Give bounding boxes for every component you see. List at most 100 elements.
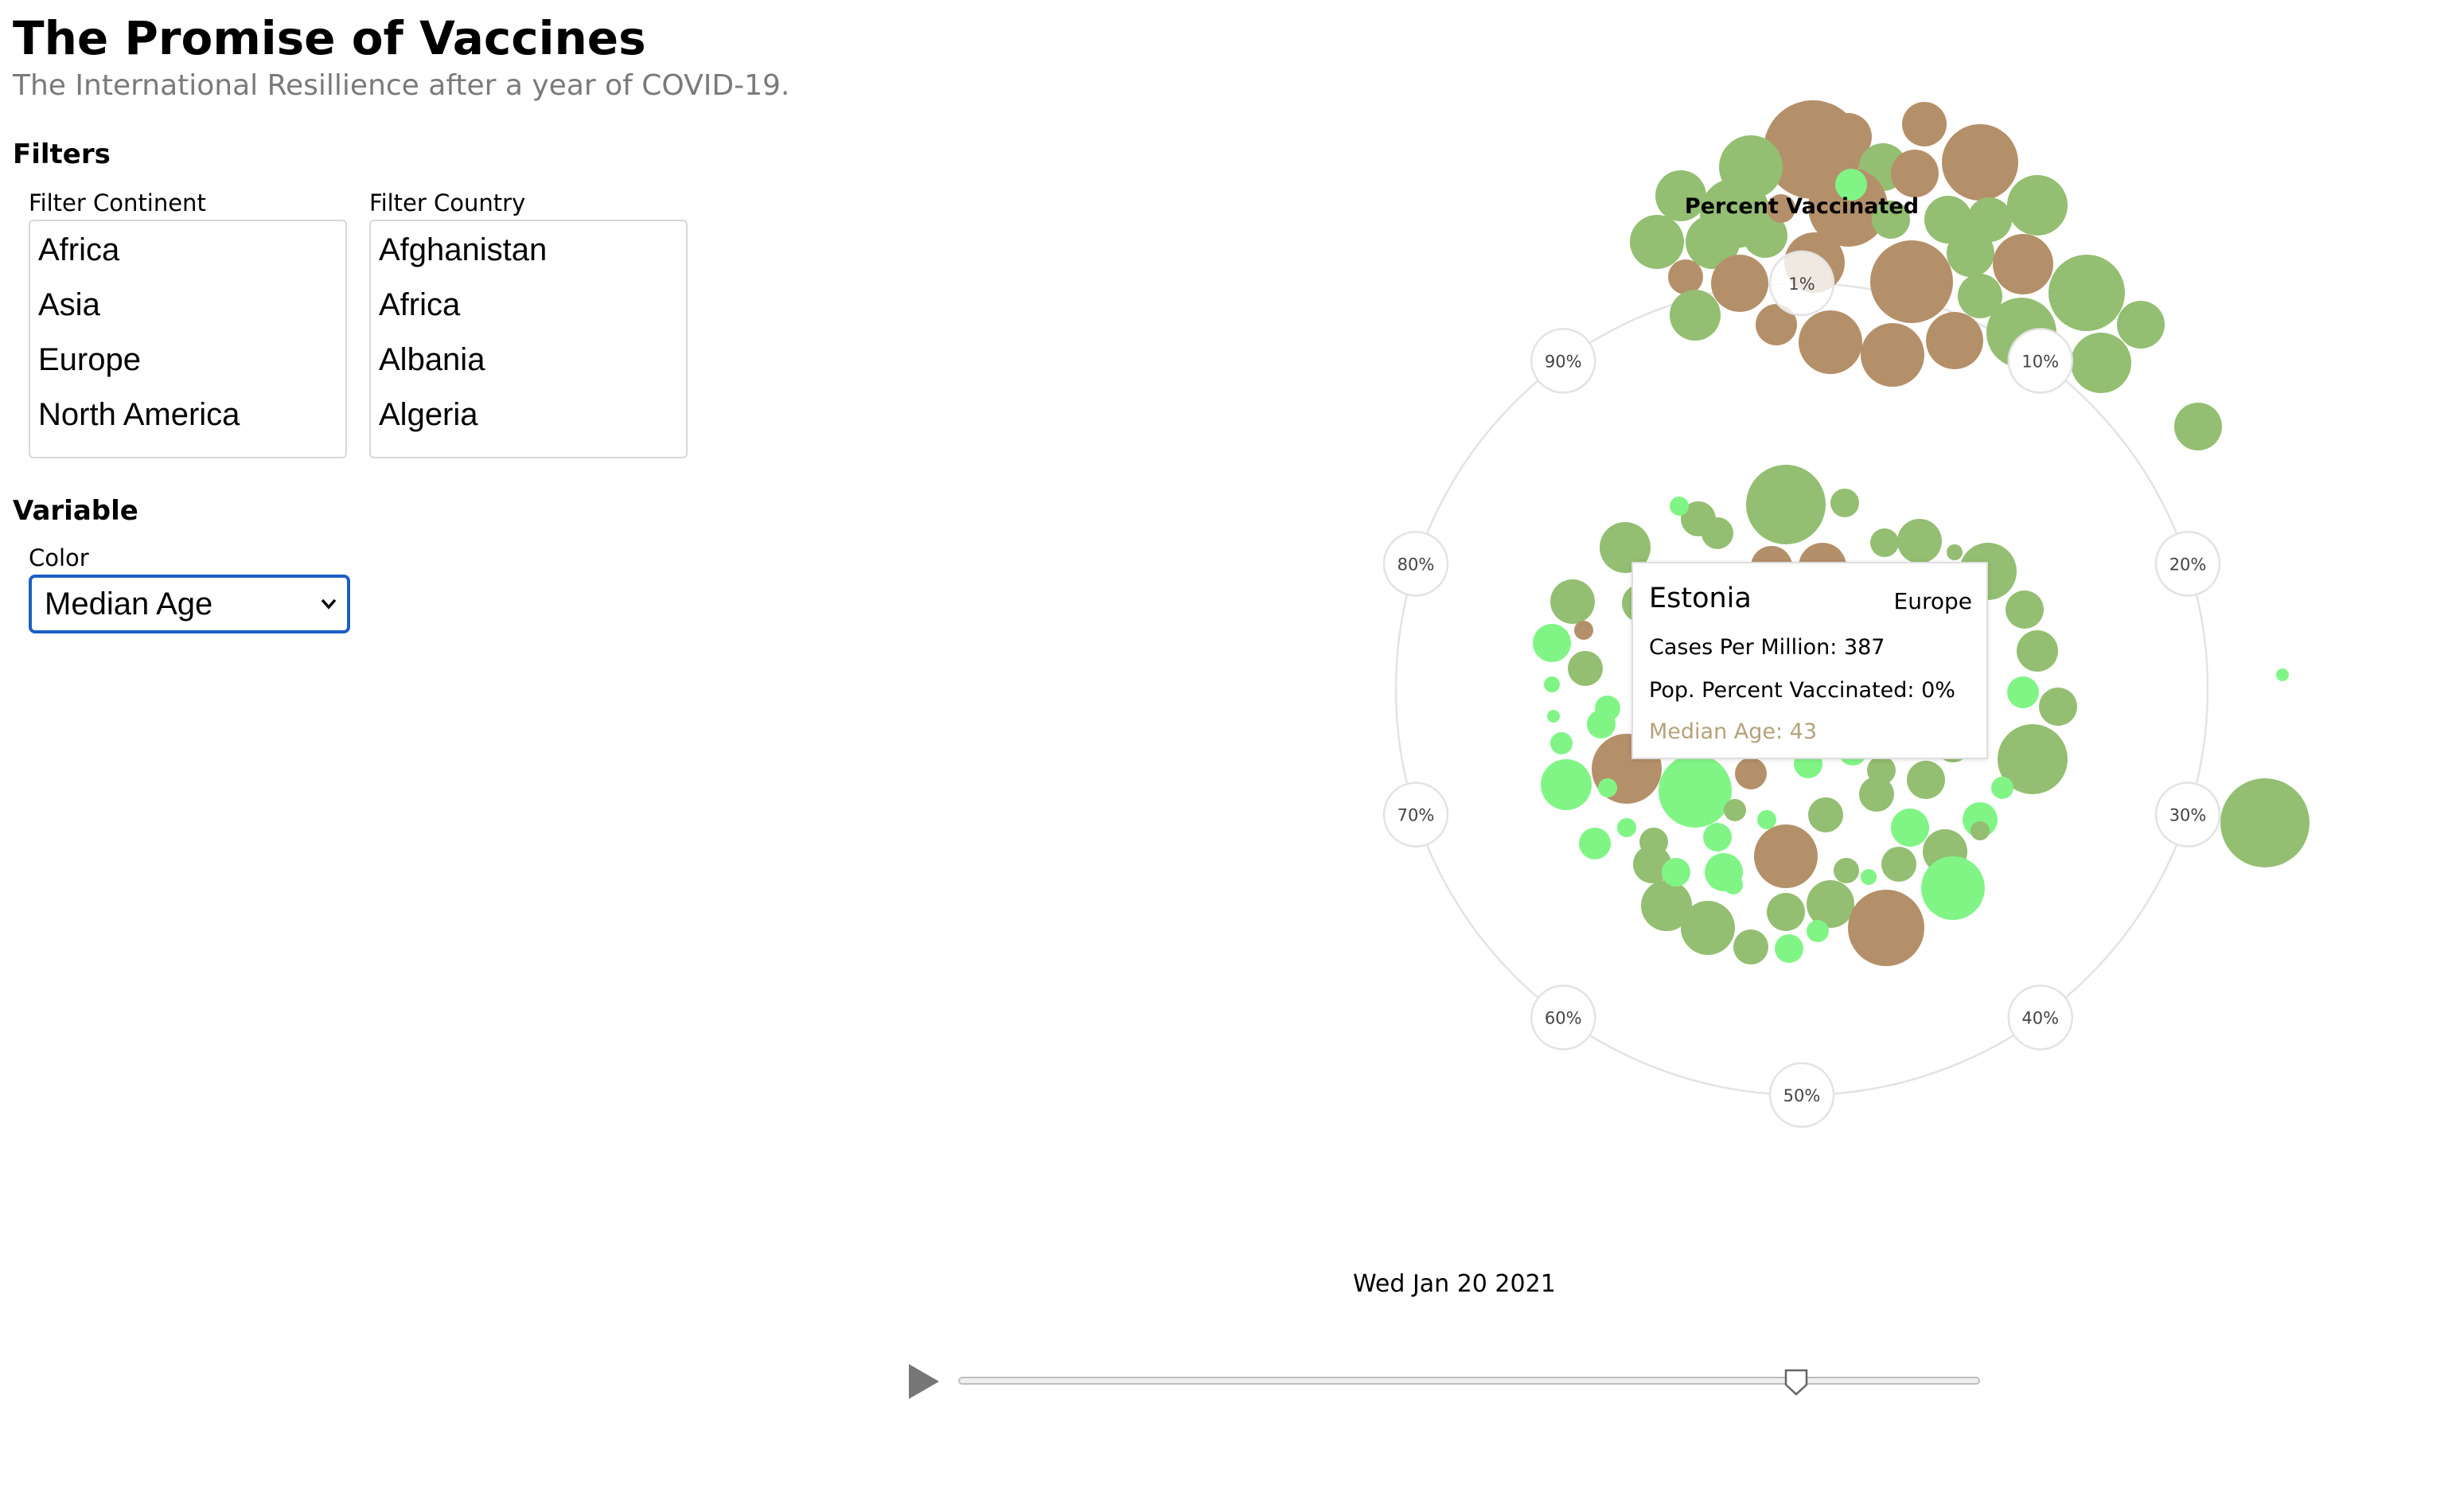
filter-country-listbox[interactable]: Afghanistan Africa Albania Algeria Andor…	[369, 220, 688, 458]
country-bubble	[1733, 929, 1768, 964]
country-option[interactable]: Africa	[379, 287, 461, 322]
axis-tick-label: 80%	[1397, 555, 1435, 574]
axis-tick-label: 50%	[1783, 1086, 1821, 1105]
country-option[interactable]: Afghanistan	[379, 232, 548, 267]
country-bubble	[1703, 823, 1732, 851]
country-bubble	[1668, 259, 1703, 294]
country-bubble	[2039, 688, 2077, 726]
country-bubble	[1743, 213, 1787, 258]
country-bubble	[1834, 858, 1859, 883]
continent-option[interactable]: Africa	[38, 232, 120, 267]
country-bubble	[1533, 624, 1571, 662]
country-bubble	[1756, 304, 1797, 345]
country-bubble	[1702, 517, 1733, 549]
chevron-down-icon	[320, 578, 337, 649]
country-bubble	[2007, 175, 2068, 236]
country-bubble	[1600, 522, 1651, 573]
continent-option[interactable]: North America	[38, 397, 240, 432]
axis-tick-label: 70%	[1397, 806, 1435, 825]
country-bubble	[1579, 828, 1611, 859]
country-bubble	[1633, 845, 1671, 883]
country-bubble	[1848, 890, 1924, 966]
tooltip-continent: Europe	[1893, 588, 1972, 614]
country-bubble	[1670, 290, 1721, 341]
axis-tick-badge	[1530, 328, 1596, 394]
axis-tick-badge	[1382, 531, 1449, 597]
country-bubble	[1544, 676, 1560, 692]
axis-tick-label: 30%	[2169, 806, 2207, 825]
country-bubble	[1991, 777, 2013, 799]
country-bubble	[1587, 710, 1616, 738]
country-bubble	[1541, 759, 1592, 810]
country-bubble	[1659, 754, 1732, 828]
color-select[interactable]: Median Age	[29, 575, 350, 633]
country-bubble	[2017, 630, 2058, 672]
continent-option[interactable]: Asia	[38, 287, 100, 322]
axis-tick-badge	[2007, 984, 2074, 1050]
country-bubble	[1861, 869, 1877, 885]
axis-tick-badge	[2154, 781, 2221, 848]
country-bubble	[1902, 102, 1947, 146]
country-bubble	[1926, 312, 1983, 369]
country-bubble	[2117, 301, 2165, 349]
country-bubble	[1897, 519, 1942, 563]
country-bubble	[2174, 403, 2222, 450]
axis-tick-badge	[2007, 328, 2074, 394]
filters-heading: Filters	[13, 138, 111, 170]
continent-option[interactable]: Europe	[38, 342, 141, 377]
country-bubble	[1681, 901, 1735, 955]
country-bubble	[1547, 710, 1560, 723]
country-bubble	[2048, 255, 2125, 331]
country-option[interactable]: Albania	[379, 342, 485, 377]
country-bubble	[1799, 310, 1862, 374]
country-bubble	[1907, 761, 1945, 799]
country-bubble	[1568, 651, 1603, 686]
country-bubble	[1942, 124, 2018, 201]
country-bubble	[1724, 799, 1746, 821]
country-bubble	[1767, 893, 1805, 931]
color-label: Color	[29, 544, 89, 571]
country-bubble	[1872, 201, 1910, 239]
chart-title: Percent Vaccinated	[1685, 194, 1919, 219]
tooltip-cases-per-million: Cases Per Million: 387	[1649, 635, 1885, 660]
country-tooltip: Estonia Europe Cases Per Million: 387 Po…	[1631, 562, 1988, 759]
country-bubble	[1861, 323, 1924, 387]
country-bubble	[1870, 528, 1899, 557]
country-option[interactable]: Andorra	[371, 442, 686, 457]
axis-tick-badge	[2154, 531, 2221, 597]
country-bubble	[1970, 821, 1990, 840]
country-bubble	[1662, 858, 1690, 887]
country-option[interactable]: Algeria	[379, 397, 478, 432]
country-bubble	[1655, 170, 1706, 221]
timeline-slider[interactable]	[958, 1377, 1980, 1385]
tooltip-country: Estonia	[1649, 583, 1752, 614]
filter-continent-listbox[interactable]: Africa Asia Europe North America Oceania	[29, 220, 347, 458]
country-bubble	[1947, 544, 1963, 560]
country-bubble	[1767, 194, 1795, 223]
country-bubble	[1859, 777, 1894, 812]
country-bubble	[1670, 497, 1689, 516]
axis-tick-label: 90%	[1545, 352, 1582, 371]
country-bubble	[1824, 113, 1872, 161]
filter-country-label: Filter Country	[369, 189, 526, 216]
country-bubble	[1757, 810, 1776, 829]
country-bubble	[2007, 676, 2039, 708]
country-bubble	[2006, 590, 2044, 629]
country-bubble	[2220, 778, 2310, 867]
country-bubble	[1947, 229, 1994, 277]
filter-continent-label: Filter Continent	[29, 189, 206, 216]
play-icon[interactable]	[909, 1364, 939, 1399]
country-bubble	[1807, 880, 1854, 928]
country-bubble	[1808, 167, 1888, 247]
axis-tick-label: 10%	[2021, 352, 2059, 371]
axis-tick-badge	[1768, 1062, 1835, 1128]
country-bubble	[1891, 809, 1929, 847]
country-bubble	[1870, 240, 1953, 323]
country-bubble	[1830, 489, 1859, 517]
country-bubble	[1735, 758, 1767, 789]
timeline-slider-thumb[interactable]	[1784, 1369, 1808, 1396]
continent-option[interactable]: Oceania	[30, 442, 345, 457]
country-bubble	[1867, 756, 1896, 785]
variable-heading: Variable	[13, 495, 138, 527]
